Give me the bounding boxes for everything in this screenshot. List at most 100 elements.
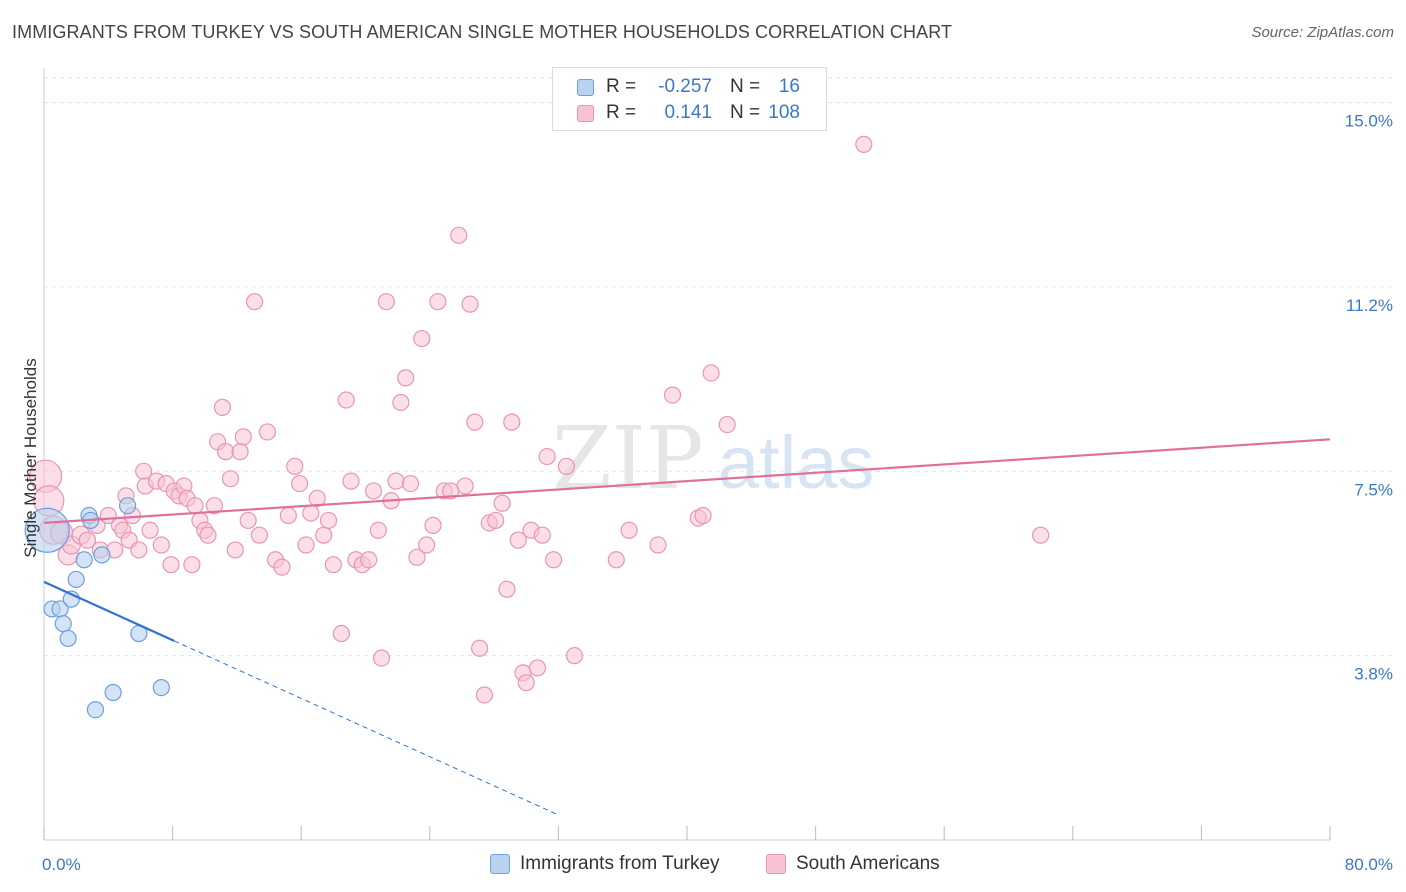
legend-r-label: R = [606,102,637,123]
data-point-turkey [54,615,72,633]
data-point-south-americans [245,293,264,311]
data-point-south-americans [429,293,447,311]
data-point-south-americans [557,457,576,475]
chart-title: IMMIGRANTS FROM TURKEY VS SOUTH AMERICAN… [12,22,953,42]
data-point-south-americans [408,548,426,566]
x-tick-label: 80.0% [1345,855,1393,874]
data-point-south-americans [217,443,235,461]
data-point-south-americans [475,686,494,704]
watermark-atlas: atlas [718,421,874,504]
data-point-south-americans [324,556,342,574]
data-point-south-americans [392,393,410,412]
data-point-south-americans [319,511,338,530]
data-point-south-americans [718,415,736,434]
data-point-south-americans [397,369,415,387]
data-point-south-americans [565,647,584,665]
data-point-south-americans [649,536,667,554]
data-point-south-americans [538,447,556,466]
data-point-turkey [59,629,77,648]
legend-label-south-americans: South Americans [796,853,940,874]
data-point-south-americans [286,457,304,475]
data-point-south-americans [694,506,712,525]
data-point-south-americans [199,526,217,544]
data-point-south-americans [364,482,383,500]
legend-swatch-turkey [490,854,510,874]
data-point-south-americans [152,536,170,554]
legend-row-south-americans: R = 0.141 N = 108 [577,101,800,125]
data-point-south-americans [493,494,511,512]
data-point-south-americans [544,551,563,569]
data-point-south-americans [279,506,297,525]
data-point-south-americans [450,226,468,244]
legend-item-turkey: Immigrants from Turkey [490,852,720,876]
y-tick-label: 7.5% [1354,480,1393,499]
data-point-south-americans [1032,526,1050,544]
legend-n-label: N = [730,76,761,97]
data-point-south-americans [360,551,378,569]
legend-n-label: N = [730,102,761,123]
data-point-south-americans [528,659,547,677]
data-point-south-americans [663,386,682,404]
legend-swatch-south-americans [577,104,594,122]
legend-item-south-americans: South Americans [766,852,940,876]
source-label: Source: ZipAtlas.com [1251,24,1394,41]
data-point-south-americans [417,536,436,554]
data-point-south-americans [183,556,201,574]
data-point-south-americans [607,551,625,569]
data-point-south-americans [221,470,240,488]
data-point-south-americans [342,472,360,490]
data-point-south-americans [213,398,232,416]
data-point-south-americans [78,531,97,549]
legend-label-turkey: Immigrants from Turkey [520,853,720,874]
tick-labels: 3.8% 7.5% 11.2% 15.0% 0.0% 80.0% Single Mother… [21,112,1393,874]
data-point-south-americans [855,135,873,153]
data-point-south-americans [130,541,148,559]
data-point-south-americans [258,423,277,441]
data-point-turkey [67,570,85,589]
data-point-south-americans [302,504,320,522]
data-point-south-americans [297,536,315,554]
data-point-south-americans [509,531,527,549]
correlation-legend: R = -0.257 N = 16 R = 0.141 N = 108 [552,67,827,131]
data-point-turkey [118,497,137,515]
x-tick-label: 0.0% [42,855,81,874]
data-point-south-americans [186,497,204,515]
data-point-south-americans [466,413,484,431]
y-tick-label: 11.2% [1346,296,1393,315]
data-point-south-americans [461,295,479,313]
data-point-turkey [86,701,105,719]
axes-layer [43,68,1331,841]
y-tick-label: 3.8% [1354,665,1393,684]
trend-line-turkey [43,580,175,642]
data-point-south-americans [456,477,474,495]
data-point-south-americans [369,521,387,539]
trend-line-south-americans [43,438,1331,525]
data-point-turkey [104,683,122,702]
legend-r-label: R = [606,76,637,97]
legend-swatch-south-americans [766,854,786,874]
data-point-south-americans [337,391,355,409]
data-point-south-americans [141,521,159,539]
data-point-south-americans [471,639,489,657]
legend-n-value: 108 [768,102,800,123]
data-point-turkey [75,551,93,569]
data-point-south-americans [533,526,551,544]
legend-r-value: 0.141 [664,102,712,123]
series-south-americans [29,135,1050,704]
data-point-south-americans [250,526,269,544]
data-point-south-americans [413,329,431,348]
data-point-south-americans [702,364,720,382]
data-point-south-americans [332,624,350,643]
y-tick-label: 15.0% [1345,112,1393,131]
trend-lines [43,438,1331,816]
data-point-south-americans [387,472,405,490]
data-point-south-americans [290,474,309,493]
watermark-zip: ZIP [552,409,704,509]
legend-r-value: -0.257 [658,76,712,97]
data-point-south-americans [273,558,291,576]
data-point-south-americans [517,674,535,692]
legend-n-value: 16 [778,76,800,97]
data-point-south-americans [205,497,223,515]
data-point-turkey [24,507,70,553]
